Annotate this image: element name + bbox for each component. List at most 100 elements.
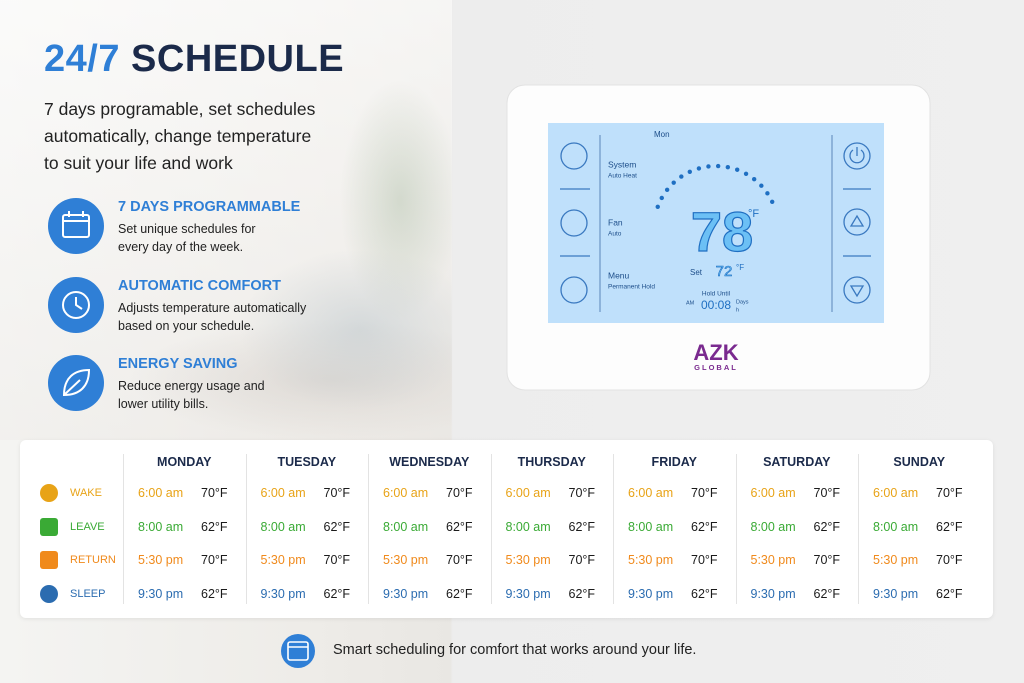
arc-dot bbox=[725, 164, 731, 170]
arc-dot bbox=[679, 174, 684, 179]
time: 8:00 am bbox=[138, 520, 184, 534]
time: 9:30 pm bbox=[383, 587, 429, 601]
temperature: 70°F bbox=[201, 553, 228, 567]
time: 5:30 pm bbox=[383, 553, 429, 567]
footer-icon bbox=[281, 634, 315, 668]
hold-am: AM bbox=[686, 300, 695, 306]
title-number: 24/7 bbox=[44, 38, 120, 80]
temperature: 70°F bbox=[568, 553, 596, 567]
time: 9:30 pm bbox=[138, 587, 184, 601]
time: 5:30 pm bbox=[260, 553, 306, 567]
row-label: RETURN bbox=[70, 554, 116, 566]
arc-dot bbox=[735, 167, 740, 172]
feature-text: lower utility bills. bbox=[118, 397, 209, 411]
temperature: 62°F bbox=[936, 520, 963, 534]
screen-value: Auto Heat bbox=[608, 173, 637, 180]
thermostat-screen bbox=[548, 123, 884, 323]
time: 9:30 pm bbox=[750, 587, 796, 601]
footer-text: Smart scheduling for comfort that works … bbox=[333, 642, 697, 658]
time: 6:00 am bbox=[873, 486, 919, 500]
column-separator bbox=[123, 454, 124, 604]
column-separator bbox=[245, 454, 247, 604]
time: 9:30 pm bbox=[873, 587, 919, 601]
arc-dot bbox=[715, 163, 721, 169]
feature-text: Adjusts temperature automatically bbox=[118, 301, 307, 315]
arc-dot bbox=[706, 164, 711, 169]
temperature: 70°F bbox=[568, 486, 596, 500]
temperature: 62°F bbox=[936, 587, 963, 601]
time: 5:30 pm bbox=[138, 553, 184, 567]
time: 8:00 am bbox=[383, 520, 429, 534]
arc-dot bbox=[769, 199, 775, 204]
subtitle: 7 days programable, set schedules automa… bbox=[44, 96, 315, 177]
temperature: 62°F bbox=[813, 520, 841, 534]
arc-dot bbox=[696, 166, 702, 171]
time: 9:30 pm bbox=[260, 587, 306, 601]
feature-title: AUTOMATIC COMFORT bbox=[118, 278, 281, 294]
arc-dot bbox=[759, 183, 764, 188]
feature-icon bbox=[48, 355, 104, 411]
arc-dot bbox=[655, 204, 660, 209]
column-separator bbox=[613, 454, 614, 604]
temperature: 62°F bbox=[691, 520, 718, 534]
arc-dot bbox=[659, 195, 664, 201]
feature-text: Set unique schedules for bbox=[118, 222, 256, 236]
subtitle-line: automatically, change temperature bbox=[44, 126, 312, 146]
row-label: LEAVE bbox=[70, 521, 105, 533]
brand-sub: GLOBAL bbox=[694, 363, 738, 372]
set-label: Set bbox=[690, 268, 703, 277]
feature-text: every day of the week. bbox=[118, 240, 244, 254]
temperature: 62°F bbox=[323, 520, 351, 534]
row-icon bbox=[40, 585, 58, 603]
screen-value: Permanent Hold bbox=[608, 284, 655, 291]
current-temperature: 78 bbox=[691, 200, 753, 263]
time: 6:00 am bbox=[750, 486, 796, 500]
set-unit: °F bbox=[736, 263, 744, 272]
time: 6:00 am bbox=[628, 486, 674, 500]
feature-title: 7 DAYS PROGRAMMABLE bbox=[118, 199, 301, 215]
day-header: FRIDAY bbox=[651, 455, 697, 469]
screen-buttons bbox=[560, 142, 871, 304]
time: 8:00 am bbox=[628, 520, 674, 534]
day-header: THURSDAY bbox=[517, 455, 586, 469]
row-icon bbox=[40, 484, 58, 502]
column-separator bbox=[735, 454, 737, 604]
time: 6:00 am bbox=[383, 486, 429, 500]
temperature: 62°F bbox=[568, 587, 596, 601]
set-temperature: 72 bbox=[716, 263, 733, 280]
temperature: 70°F bbox=[691, 486, 718, 500]
hold-time: 00:08 bbox=[701, 298, 731, 312]
temperature: 70°F bbox=[446, 553, 473, 567]
row-label: WAKE bbox=[70, 487, 102, 499]
screen-label: System bbox=[608, 159, 636, 169]
temperature-arc bbox=[655, 163, 775, 209]
feature-text: based on your schedule. bbox=[118, 319, 255, 333]
temperature: 62°F bbox=[568, 520, 596, 534]
temperature: 62°F bbox=[691, 587, 718, 601]
temperature: 70°F bbox=[813, 486, 841, 500]
arc-dot bbox=[671, 180, 676, 185]
row-icon bbox=[40, 518, 58, 536]
time: 9:30 pm bbox=[505, 587, 551, 601]
temperature: 70°F bbox=[323, 486, 351, 500]
arc-dot bbox=[751, 176, 757, 182]
time: 5:30 pm bbox=[873, 553, 919, 567]
day-header: SUNDAY bbox=[893, 455, 946, 469]
time: 5:30 pm bbox=[628, 553, 674, 567]
day-header: WEDNESDAY bbox=[389, 455, 470, 469]
time: 8:00 am bbox=[260, 520, 306, 534]
temperature: 62°F bbox=[446, 587, 473, 601]
hold-until: Hold Until bbox=[702, 291, 731, 298]
feature-text: Reduce energy usage and bbox=[118, 379, 265, 393]
temperature: 70°F bbox=[936, 486, 963, 500]
temperature: 62°F bbox=[201, 520, 228, 534]
temperature: 62°F bbox=[446, 520, 473, 534]
current-unit: °F bbox=[748, 208, 759, 220]
screen-label: Menu bbox=[608, 270, 630, 280]
title: 24/7 SCHEDULE bbox=[44, 38, 344, 81]
arc-dot bbox=[743, 171, 749, 176]
temperature: 70°F bbox=[691, 553, 718, 567]
brand: AZK bbox=[693, 340, 738, 365]
temperature: 62°F bbox=[323, 587, 351, 601]
